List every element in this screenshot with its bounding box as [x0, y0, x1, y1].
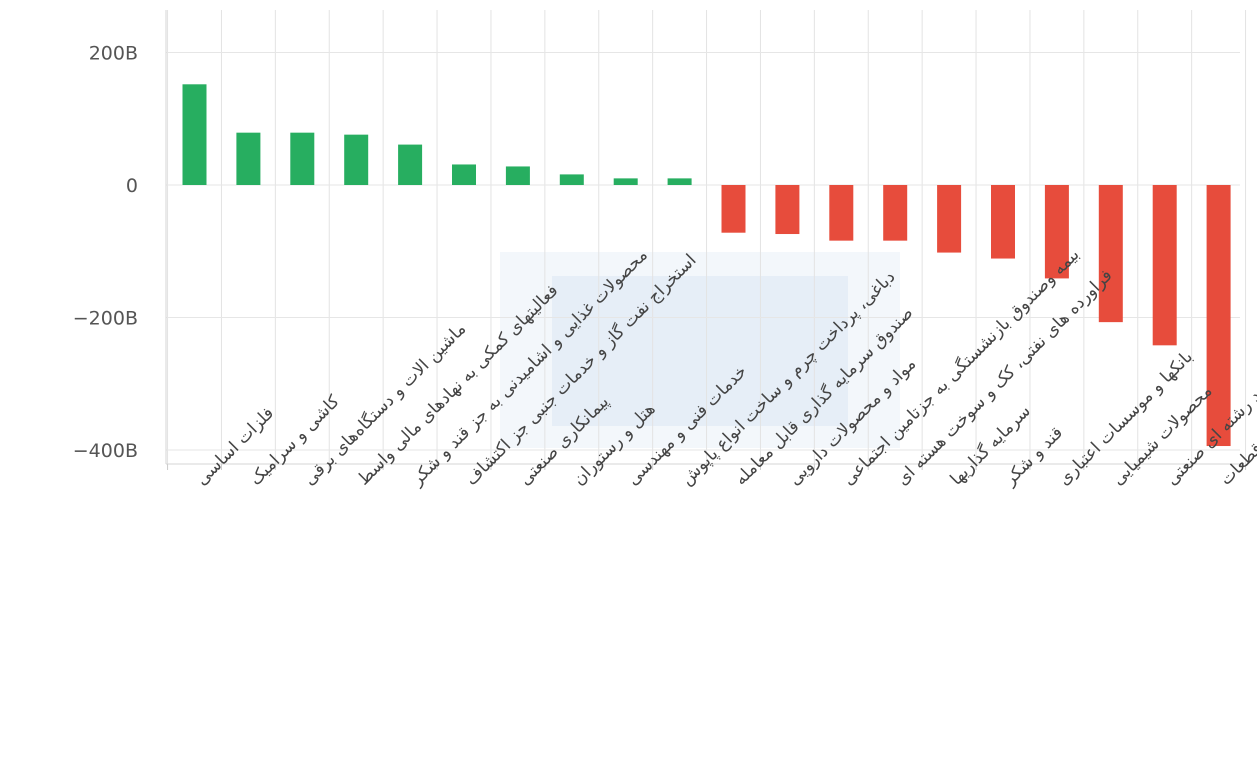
bar-1: [182, 84, 207, 185]
bar-15: [937, 185, 962, 253]
bar-16: [991, 185, 1015, 259]
bar-2: [236, 132, 261, 185]
bar-14: [883, 185, 908, 241]
bar-7: [505, 166, 530, 185]
y-tick-label: −400B: [73, 440, 138, 462]
bar-6: [452, 164, 476, 185]
x-tick-label: محصولات شیمیایی: [1108, 381, 1216, 489]
y-tick-label: 200B: [89, 43, 138, 65]
bars: [182, 84, 1231, 447]
bar-11: [721, 185, 746, 233]
bar-18: [1098, 185, 1123, 323]
bar-4: [344, 134, 369, 185]
y-axis-ticks: 200B 0 −200B −400B: [73, 43, 138, 463]
bar-19: [1152, 185, 1177, 346]
y-tick-label: −200B: [73, 308, 138, 330]
y-tick-label: 0: [126, 175, 138, 197]
bar-20: [1206, 185, 1231, 447]
bar-13: [829, 185, 854, 241]
bar-9: [613, 178, 638, 185]
watermark-inner: [552, 276, 848, 426]
bar-10: [667, 178, 692, 185]
bar-3: [290, 132, 315, 185]
bar-8: [559, 174, 584, 185]
bar-5: [398, 144, 423, 185]
bar-17: [1044, 185, 1069, 279]
bar-12: [775, 185, 800, 235]
